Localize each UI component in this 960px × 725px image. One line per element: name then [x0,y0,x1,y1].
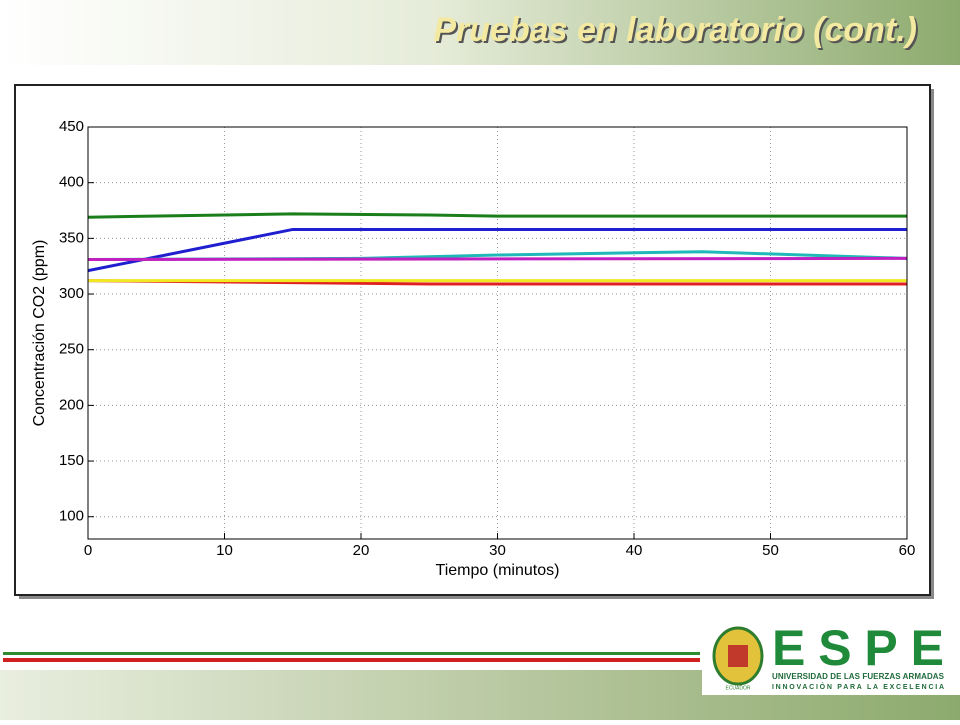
y-tick-label: 300 [59,285,84,302]
y-tick-label: 100 [59,508,84,525]
y-tick-label: 350 [59,229,84,246]
y-axis-label: Concentración CO2 (ppm) [31,240,48,427]
x-axis-label: Tiempo (minutos) [436,562,560,579]
x-tick-label: 30 [489,542,506,559]
y-tick-label: 150 [59,452,84,469]
y-tick-label: 450 [59,118,84,135]
title-shadow: Pruebas en laboratorio (cont.) [435,13,919,51]
x-tick-label: 10 [216,542,233,559]
x-tick-label: 0 [84,542,92,559]
y-tick-label: 400 [59,174,84,191]
data-line [87,227,907,273]
plot-frame [87,126,908,540]
x-tick-label: 50 [762,542,779,559]
x-tick-label: 40 [626,542,643,559]
data-line [87,212,907,219]
logo-country: ECUADOR [725,685,750,691]
logo-line2: INNOVACIÓN PARA LA EXCELENCIA [772,682,944,691]
footer-line-red [3,658,700,662]
header-band [0,0,960,65]
y-tick-label: 250 [59,341,84,358]
chart: 100 150 200 250 300 350 400 450 0 10 20 30 40 50 60 Tie… [31,118,915,579]
plot-area [88,127,907,539]
data-line [87,256,908,262]
x-tick-label: 20 [353,542,370,559]
slide-title: Pruebas en laboratorio (cont.) [433,11,917,49]
logo-crest-shield [728,645,748,667]
y-tick-label: 200 [59,396,84,413]
x-tick-label: 60 [899,542,916,559]
logo-line1: UNIVERSIDAD DE LAS FUERZAS ARMADAS [772,672,945,681]
footer-line-green [3,652,700,655]
